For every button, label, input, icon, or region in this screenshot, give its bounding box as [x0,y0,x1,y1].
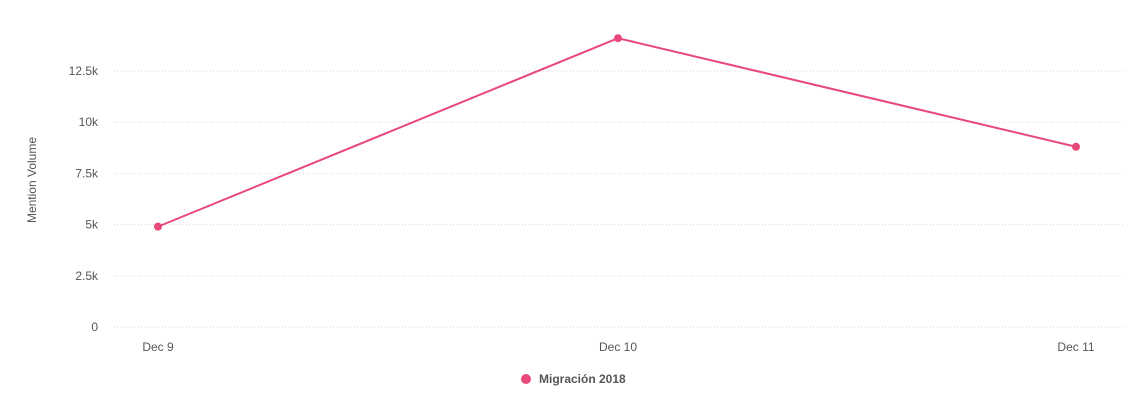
x-axis-ticks: Dec 9 Dec 10 Dec 11 [142,340,1095,354]
x-tick-label: Dec 11 [1057,340,1094,354]
y-tick-label: 10k [79,115,99,129]
x-tick-label: Dec 9 [142,340,174,354]
x-tick-label: Dec 10 [599,340,637,354]
y-tick-label: 0 [91,320,98,334]
y-axis-title: Mention Volume [25,137,39,223]
legend-label: Migración 2018 [539,372,626,386]
y-axis-ticks: 0 2.5k 5k 7.5k 10k 12.5k [69,64,99,334]
data-point[interactable] [154,222,162,231]
data-point[interactable] [1072,142,1080,151]
series-line [157,37,1077,228]
y-tick-label: 5k [85,218,99,232]
grid-layer [114,70,1124,328]
y-tick-label: 12.5k [69,64,99,78]
data-point[interactable] [614,34,622,43]
legend-item[interactable]: Migración 2018 [521,372,626,386]
y-tick-label: 7.5k [75,166,99,180]
y-tick-label: 2.5k [75,269,99,283]
legend-marker-icon [521,374,531,384]
series-layer [154,34,1080,231]
legend[interactable]: Migración 2018 [521,372,626,386]
